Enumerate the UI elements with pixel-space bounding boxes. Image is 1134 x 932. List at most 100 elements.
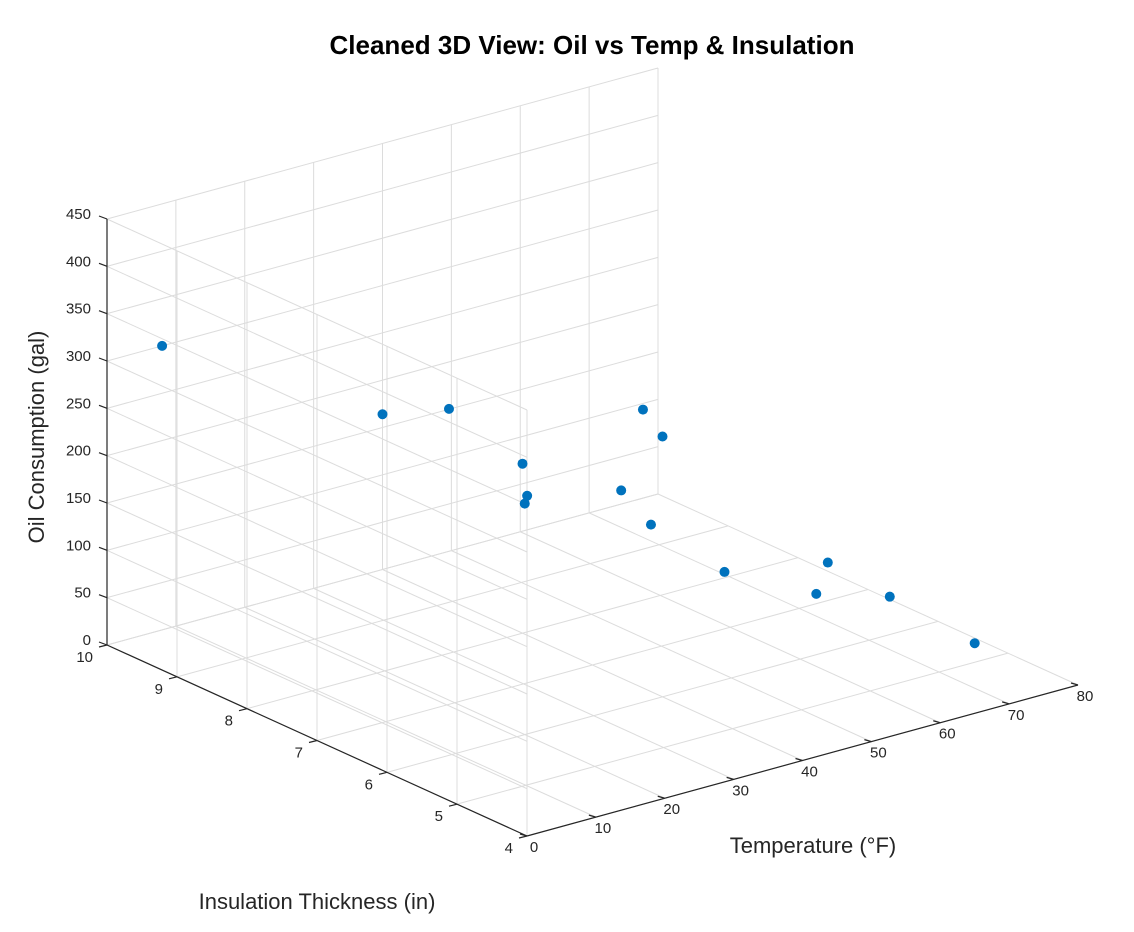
z-tick-label: 400 bbox=[66, 253, 91, 270]
z-tick-mark bbox=[98, 404, 108, 409]
y-tick-label: 6 bbox=[365, 776, 373, 793]
axis-lines bbox=[98, 215, 1079, 839]
x-tick-label: 30 bbox=[732, 782, 749, 799]
z-tick-mark bbox=[98, 641, 108, 646]
y-axis-label: Insulation Thickness (in) bbox=[199, 889, 436, 914]
z-tick-mark bbox=[98, 262, 108, 267]
data-point bbox=[616, 485, 627, 496]
back-wall-grid-line bbox=[106, 114, 659, 267]
left-wall-grid-line bbox=[106, 360, 528, 553]
z-tick-label: 50 bbox=[74, 585, 91, 602]
data-point bbox=[157, 340, 168, 351]
back-wall-grid-line bbox=[106, 351, 659, 504]
z-tick-label: 100 bbox=[66, 537, 91, 554]
data-point bbox=[884, 591, 895, 602]
y-tick-mark bbox=[308, 739, 318, 744]
y-tick-mark bbox=[98, 644, 108, 648]
floor-grid-line bbox=[176, 525, 729, 678]
z-tick-mark bbox=[98, 499, 108, 504]
y-tick-label: 10 bbox=[76, 649, 93, 666]
back-wall-grid-line bbox=[106, 398, 659, 551]
x-tick-label: 60 bbox=[939, 726, 956, 743]
left-wall-grid-line bbox=[106, 549, 528, 742]
back-wall-grid-line bbox=[106, 446, 659, 599]
left-wall-grid-line bbox=[106, 265, 528, 458]
z-tick-label: 450 bbox=[66, 206, 91, 223]
data-point bbox=[377, 409, 388, 420]
y-tick-label: 4 bbox=[505, 840, 513, 857]
x-tick-label: 80 bbox=[1077, 688, 1094, 705]
grid-lines bbox=[106, 67, 1079, 837]
y-tick-label: 5 bbox=[435, 808, 443, 825]
z-tick-label: 250 bbox=[66, 395, 91, 412]
x-tick-mark bbox=[795, 757, 803, 762]
data-point bbox=[522, 490, 533, 501]
z-tick-mark bbox=[98, 546, 108, 551]
y-tick-mark bbox=[448, 803, 458, 807]
chart-title: Cleaned 3D View: Oil vs Temp & Insulatio… bbox=[330, 30, 855, 60]
data-point bbox=[517, 458, 528, 469]
left-wall-grid-line bbox=[106, 502, 528, 695]
data-point bbox=[645, 519, 656, 530]
left-wall-grid-line bbox=[106, 597, 528, 790]
x-tick-label: 10 bbox=[595, 820, 612, 837]
data-point bbox=[719, 566, 730, 577]
floor-grid-line bbox=[246, 557, 799, 710]
z-tick-label: 350 bbox=[66, 301, 91, 318]
left-wall-grid-line bbox=[106, 218, 528, 411]
x-tick-mark bbox=[726, 776, 734, 780]
data-point bbox=[657, 431, 668, 442]
floor-grid-line bbox=[386, 620, 939, 773]
floor-grid-line bbox=[456, 652, 1009, 805]
left-wall-grid-line bbox=[106, 455, 528, 648]
y-tick-label: 7 bbox=[295, 744, 303, 761]
y-tick-mark bbox=[518, 835, 528, 839]
y-tick-label: 8 bbox=[225, 713, 233, 730]
x-tick-mark bbox=[1001, 701, 1010, 705]
x-axis-label: Temperature (°F) bbox=[730, 833, 897, 858]
back-wall-grid-line bbox=[106, 209, 659, 362]
data-point bbox=[443, 403, 454, 414]
tick-labels: 0102030405060708045678910050100150200250… bbox=[66, 206, 1093, 857]
x-tick-label: 20 bbox=[663, 801, 680, 818]
left-wall-grid-line bbox=[106, 407, 528, 600]
left-wall-grid-line bbox=[106, 313, 528, 506]
z-tick-mark bbox=[98, 215, 108, 220]
x-tick-mark bbox=[657, 795, 665, 799]
back-wall-grid-line bbox=[106, 256, 659, 409]
z-axis-label: Oil Consumption (gal) bbox=[24, 331, 49, 544]
data-point bbox=[637, 404, 648, 415]
back-wall-grid-line bbox=[106, 162, 659, 315]
data-point bbox=[969, 638, 980, 649]
data-point bbox=[822, 557, 833, 568]
data-point bbox=[519, 498, 530, 509]
z-tick-mark bbox=[98, 594, 108, 599]
back-wall-grid-line bbox=[106, 304, 659, 457]
x-tick-mark bbox=[933, 720, 941, 724]
x-tick-label: 70 bbox=[1008, 707, 1025, 724]
x-tick-label: 0 bbox=[530, 839, 538, 856]
y-tick-mark bbox=[378, 771, 388, 775]
z-tick-label: 200 bbox=[66, 443, 91, 460]
data-point bbox=[811, 588, 822, 599]
x-tick-label: 50 bbox=[870, 745, 887, 762]
z-tick-mark bbox=[98, 452, 108, 457]
floor-grid-line bbox=[316, 589, 869, 741]
z-tick-label: 0 bbox=[83, 632, 91, 649]
y-tick-mark bbox=[238, 708, 248, 712]
x-tick-mark bbox=[864, 739, 872, 743]
y-tick-mark bbox=[168, 676, 178, 680]
z-tick-mark bbox=[98, 310, 108, 315]
x-tick-mark bbox=[1070, 682, 1079, 686]
z-tick-label: 300 bbox=[66, 348, 91, 365]
data-points bbox=[157, 340, 980, 649]
back-wall-grid-line bbox=[106, 67, 659, 220]
x-tick-label: 40 bbox=[801, 763, 818, 780]
y-tick-label: 9 bbox=[155, 681, 163, 698]
x-tick-mark bbox=[519, 833, 528, 837]
x-tick-mark bbox=[588, 814, 597, 818]
back-wall-grid-line bbox=[106, 493, 659, 646]
z-tick-label: 150 bbox=[66, 490, 91, 507]
z-tick-mark bbox=[98, 357, 108, 362]
